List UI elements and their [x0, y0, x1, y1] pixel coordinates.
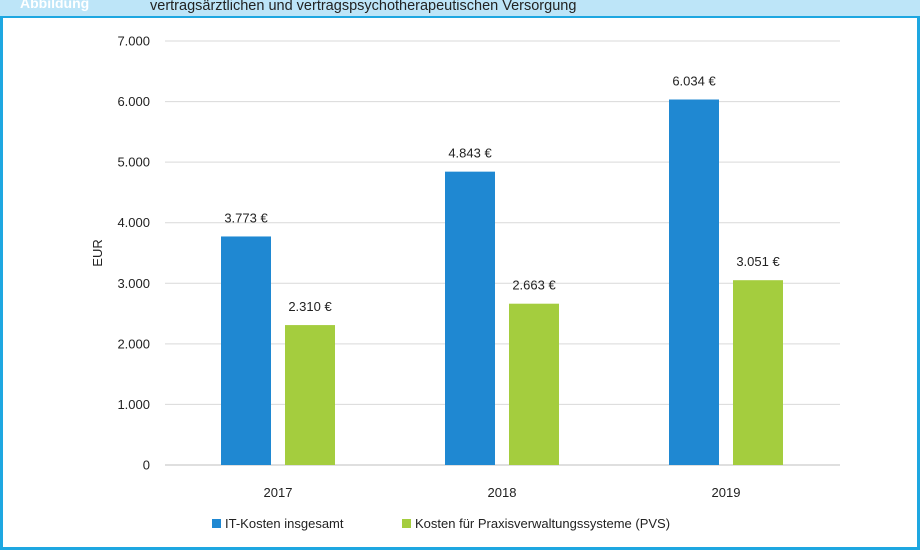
legend: IT-Kosten insgesamt Kosten für Praxisverw… — [212, 516, 670, 531]
y-tick-label: 6.000 — [117, 94, 150, 109]
x-tick-label: 2017 — [264, 485, 293, 500]
bar-pvs-kosten — [733, 280, 783, 465]
y-tick-label: 3.000 — [117, 276, 150, 291]
bars — [221, 99, 783, 466]
legend-label: IT-Kosten insgesamt — [225, 516, 344, 531]
bar-it-kosten — [669, 99, 719, 466]
gridlines — [165, 40, 840, 466]
y-tick-label: 5.000 — [117, 155, 150, 170]
bar-it-kosten — [221, 236, 271, 465]
y-tick-label: 7.000 — [117, 34, 150, 49]
data-label: 2.310 € — [288, 299, 332, 314]
data-label: 4.843 € — [448, 146, 492, 161]
y-axis-ticks: 0 1.000 2.000 3.000 4.000 5.000 6.000 7.000 — [117, 34, 150, 473]
y-tick-label: 2.000 — [117, 336, 150, 351]
legend-swatch — [402, 519, 411, 528]
data-label: 2.663 € — [512, 278, 556, 293]
data-label: 3.773 € — [224, 210, 268, 225]
legend-label: Kosten für Praxisverwaltungssysteme (PVS… — [415, 516, 670, 531]
legend-swatch — [212, 519, 221, 528]
data-labels: 3.773 € 2.310 € 4.843 € 2.663 € 6.034 € 3.051… — [224, 74, 780, 315]
data-label: 6.034 € — [672, 74, 716, 89]
y-tick-label: 0 — [143, 458, 150, 473]
figure-title: vertragsärztlichen und vertragspsychothe… — [150, 0, 577, 14]
y-axis-title: EUR — [90, 239, 105, 266]
bar-it-kosten — [445, 171, 495, 465]
y-tick-label: 1.000 — [117, 397, 150, 412]
x-axis-ticks: 2017 2018 2019 — [264, 485, 741, 500]
x-tick-label: 2019 — [712, 485, 741, 500]
y-tick-label: 4.000 — [117, 215, 150, 230]
bar-pvs-kosten — [285, 325, 335, 465]
bar-pvs-kosten — [509, 303, 559, 465]
x-tick-label: 2018 — [488, 485, 517, 500]
figure-label: Abbildung — [20, 0, 90, 11]
figure-header: Abbildung vertragsärztlichen und vertrag… — [0, 0, 920, 18]
data-label: 3.051 € — [736, 254, 780, 269]
